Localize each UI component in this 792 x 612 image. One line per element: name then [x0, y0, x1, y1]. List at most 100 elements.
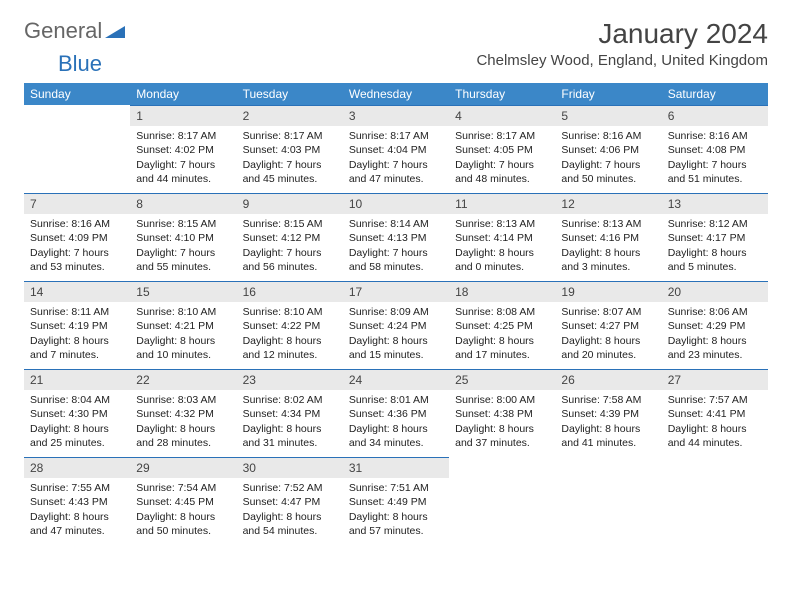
day-body: Sunrise: 8:04 AMSunset: 4:30 PMDaylight:… [24, 390, 130, 454]
day-body: Sunrise: 8:07 AMSunset: 4:27 PMDaylight:… [555, 302, 661, 366]
day-number: 12 [555, 193, 661, 214]
day-number: 6 [662, 105, 768, 126]
sunrise-text: Sunrise: 8:13 AM [455, 217, 549, 231]
sunset-text: Sunset: 4:21 PM [136, 319, 230, 333]
calendar-cell: 20Sunrise: 8:06 AMSunset: 4:29 PMDayligh… [662, 281, 768, 369]
sunrise-text: Sunrise: 8:03 AM [136, 393, 230, 407]
calendar-cell: 18Sunrise: 8:08 AMSunset: 4:25 PMDayligh… [449, 281, 555, 369]
day-body: Sunrise: 8:03 AMSunset: 4:32 PMDaylight:… [130, 390, 236, 454]
calendar-week-row: 7Sunrise: 8:16 AMSunset: 4:09 PMDaylight… [24, 193, 768, 281]
calendar-cell: 24 Sunrise: 8:01 AMSunset: 4:36 PMDayligh… [343, 369, 449, 457]
calendar-cell [24, 105, 130, 193]
sunset-text: Sunset: 4:14 PM [455, 231, 549, 245]
day-body: Sunrise: 8:16 AMSunset: 4:09 PMDaylight:… [24, 214, 130, 278]
sunrise-text: Sunrise: 8:01 AM [349, 393, 443, 407]
logo: General [24, 18, 125, 44]
calendar-cell: 27Sunrise: 7:57 AMSunset: 4:41 PMDayligh… [662, 369, 768, 457]
day-number: 15 [130, 281, 236, 302]
daylight-text: Daylight: 8 hours and 31 minutes. [243, 422, 337, 450]
day-number: 13 [662, 193, 768, 214]
sunset-text: Sunset: 4:34 PM [243, 407, 337, 421]
sunrise-text: Sunrise: 7:54 AM [136, 481, 230, 495]
calendar-week-row: 21Sunrise: 8:04 AMSunset: 4:30 PMDayligh… [24, 369, 768, 457]
calendar-week-row: 14Sunrise: 8:11 AMSunset: 4:19 PMDayligh… [24, 281, 768, 369]
daylight-text: Daylight: 7 hours and 44 minutes. [136, 158, 230, 186]
calendar-cell: 3Sunrise: 8:17 AMSunset: 4:04 PMDaylight… [343, 105, 449, 193]
day-body: Sunrise: 8:06 AMSunset: 4:29 PMDaylight:… [662, 302, 768, 366]
sunset-text: Sunset: 4:13 PM [349, 231, 443, 245]
sunset-text: Sunset: 4:17 PM [668, 231, 762, 245]
day-number: 30 [237, 457, 343, 478]
calendar-table: SundayMondayTuesdayWednesdayThursdayFrid… [24, 83, 768, 545]
sunset-text: Sunset: 4:12 PM [243, 231, 337, 245]
day-body: Sunrise: 8:17 AMSunset: 4:02 PMDaylight:… [130, 126, 236, 190]
day-number: 11 [449, 193, 555, 214]
daylight-text: Daylight: 8 hours and 7 minutes. [30, 334, 124, 362]
daylight-text: Daylight: 8 hours and 34 minutes. [349, 422, 443, 450]
sunrise-text: Sunrise: 8:17 AM [136, 129, 230, 143]
calendar-cell: 29Sunrise: 7:54 AMSunset: 4:45 PMDayligh… [130, 457, 236, 545]
calendar-cell: 11Sunrise: 8:13 AMSunset: 4:14 PMDayligh… [449, 193, 555, 281]
day-body: Sunrise: 8:15 AMSunset: 4:12 PMDaylight:… [237, 214, 343, 278]
sunrise-text: Sunrise: 7:51 AM [349, 481, 443, 495]
day-body: Sunrise: 8:09 AMSunset: 4:24 PMDaylight:… [343, 302, 449, 366]
day-body: Sunrise: 8:17 AMSunset: 4:04 PMDaylight:… [343, 126, 449, 190]
day-number: 1 [130, 105, 236, 126]
day-body: Sunrise: 7:54 AMSunset: 4:45 PMDaylight:… [130, 478, 236, 542]
day-number: 5 [555, 105, 661, 126]
day-body: Sunrise: 7:52 AMSunset: 4:47 PMDaylight:… [237, 478, 343, 542]
sunset-text: Sunset: 4:32 PM [136, 407, 230, 421]
day-number: 18 [449, 281, 555, 302]
calendar-cell: 17Sunrise: 8:09 AMSunset: 4:24 PMDayligh… [343, 281, 449, 369]
day-number: 24 [343, 369, 449, 390]
daylight-text: Daylight: 8 hours and 57 minutes. [349, 510, 443, 538]
sunset-text: Sunset: 4:45 PM [136, 495, 230, 509]
calendar-cell: 7Sunrise: 8:16 AMSunset: 4:09 PMDaylight… [24, 193, 130, 281]
sunset-text: Sunset: 4:39 PM [561, 407, 655, 421]
day-number: 7 [24, 193, 130, 214]
daylight-text: Daylight: 8 hours and 28 minutes. [136, 422, 230, 450]
calendar-cell: 2Sunrise: 8:17 AMSunset: 4:03 PMDaylight… [237, 105, 343, 193]
calendar-cell: 30Sunrise: 7:52 AMSunset: 4:47 PMDayligh… [237, 457, 343, 545]
sunrise-text: Sunrise: 8:00 AM [455, 393, 549, 407]
calendar-cell: 15Sunrise: 8:10 AMSunset: 4:21 PMDayligh… [130, 281, 236, 369]
day-body: Sunrise: 8:12 AMSunset: 4:17 PMDaylight:… [662, 214, 768, 278]
calendar-cell: 26Sunrise: 7:58 AMSunset: 4:39 PMDayligh… [555, 369, 661, 457]
day-number: 25 [449, 369, 555, 390]
calendar-cell: 5Sunrise: 8:16 AMSunset: 4:06 PMDaylight… [555, 105, 661, 193]
daylight-text: Daylight: 7 hours and 53 minutes. [30, 246, 124, 274]
day-number: 9 [237, 193, 343, 214]
logo-triangle-icon [105, 22, 125, 38]
day-number: 22 [130, 369, 236, 390]
day-header: Saturday [662, 83, 768, 105]
day-body: Sunrise: 7:57 AMSunset: 4:41 PMDaylight:… [662, 390, 768, 454]
day-header: Friday [555, 83, 661, 105]
sunrise-text: Sunrise: 8:02 AM [243, 393, 337, 407]
calendar-cell: 16Sunrise: 8:10 AMSunset: 4:22 PMDayligh… [237, 281, 343, 369]
calendar-cell [555, 457, 661, 545]
sunrise-text: Sunrise: 8:17 AM [349, 129, 443, 143]
day-number: 19 [555, 281, 661, 302]
day-number: 31 [343, 457, 449, 478]
sunrise-text: Sunrise: 8:08 AM [455, 305, 549, 319]
day-number: 8 [130, 193, 236, 214]
day-body: Sunrise: 8:17 AMSunset: 4:05 PMDaylight:… [449, 126, 555, 190]
sunrise-text: Sunrise: 8:16 AM [668, 129, 762, 143]
calendar-week-row: 1Sunrise: 8:17 AMSunset: 4:02 PMDaylight… [24, 105, 768, 193]
day-header: Monday [130, 83, 236, 105]
daylight-text: Daylight: 7 hours and 51 minutes. [668, 158, 762, 186]
daylight-text: Daylight: 7 hours and 50 minutes. [561, 158, 655, 186]
sunset-text: Sunset: 4:27 PM [561, 319, 655, 333]
sunset-text: Sunset: 4:36 PM [349, 407, 443, 421]
daylight-text: Daylight: 8 hours and 47 minutes. [30, 510, 124, 538]
day-header: Thursday [449, 83, 555, 105]
daylight-text: Daylight: 8 hours and 15 minutes. [349, 334, 443, 362]
sunset-text: Sunset: 4:43 PM [30, 495, 124, 509]
sunrise-text: Sunrise: 8:13 AM [561, 217, 655, 231]
day-body: Sunrise: 8:11 AMSunset: 4:19 PMDaylight:… [24, 302, 130, 366]
calendar-cell: 4Sunrise: 8:17 AMSunset: 4:05 PMDaylight… [449, 105, 555, 193]
daylight-text: Daylight: 7 hours and 45 minutes. [243, 158, 337, 186]
daylight-text: Daylight: 8 hours and 12 minutes. [243, 334, 337, 362]
sunrise-text: Sunrise: 7:55 AM [30, 481, 124, 495]
daylight-text: Daylight: 8 hours and 50 minutes. [136, 510, 230, 538]
